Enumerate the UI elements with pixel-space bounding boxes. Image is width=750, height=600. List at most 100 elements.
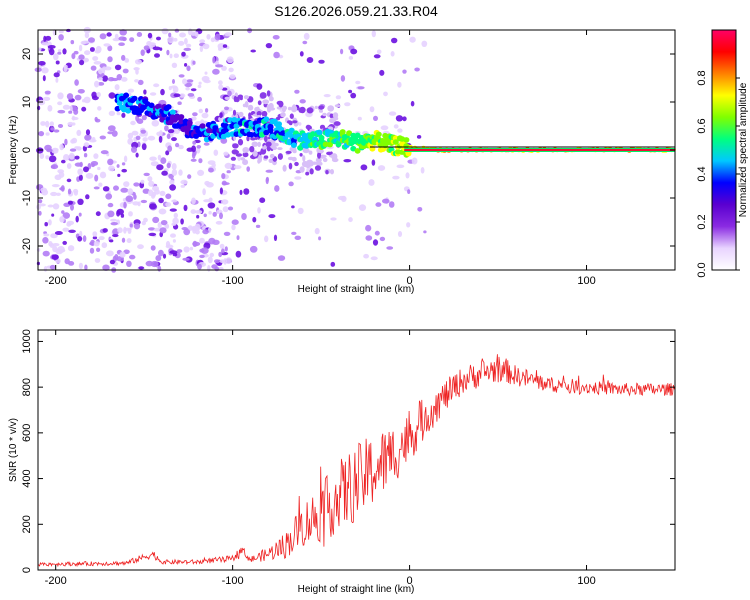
spectrogram-cell [74, 94, 82, 101]
spectrogram-cell [277, 147, 283, 151]
spectrogram-cell [120, 187, 129, 193]
spectrogram-cell [383, 91, 388, 97]
spectrogram-cell [329, 113, 334, 119]
spectrogram-cell [238, 111, 244, 118]
spectrogram-cell [268, 107, 276, 111]
spectrogram-x-label: Height of straight line (km) [298, 284, 415, 295]
spectrogram-cell [264, 235, 269, 243]
spectrogram-cell [152, 216, 160, 224]
spectrogram-cell [291, 231, 297, 235]
spectrogram-cell [83, 142, 90, 148]
spectrogram-cell [57, 101, 63, 106]
spectrogram-cell [372, 239, 379, 246]
spectrogram-cell [143, 45, 150, 51]
spectrogram-cell [141, 115, 147, 121]
spectrogram-cell [49, 121, 54, 127]
spectrogram-cell [66, 222, 72, 227]
spectrogram-cell [190, 158, 197, 162]
spectrogram-cell [340, 48, 344, 55]
spectrogram-cell [74, 79, 79, 86]
spectrogram-ridge-cell [263, 116, 270, 122]
spectrogram-cell [235, 97, 240, 101]
spectrogram-cell [255, 224, 261, 228]
spectrogram-cell [169, 53, 173, 59]
spectrogram-cell [291, 156, 297, 162]
spectrogram-cell [121, 168, 127, 173]
spectrogram-cell [103, 43, 111, 47]
spectrogram-cell [325, 170, 329, 175]
spectrogram-cell [287, 106, 292, 111]
spectrogram-cell [392, 175, 400, 180]
spectrogram-cell [147, 135, 156, 141]
colorbar-frame [711, 29, 737, 271]
spectrogram-cell [114, 84, 120, 91]
spectrogram-cell [160, 88, 165, 96]
spectrogram-cell [393, 124, 399, 129]
spectrogram-ridge-cell [403, 137, 410, 143]
spectrogram-cell [143, 172, 150, 177]
spectrogram-cell [107, 131, 113, 135]
spectrogram-cell [118, 42, 125, 46]
spectrogram-cell [217, 43, 226, 50]
spectrogram-cell [348, 217, 353, 223]
spectrogram-cell [197, 263, 202, 270]
spectrogram-cell [379, 69, 385, 76]
spectrogram-cell [69, 105, 73, 113]
spectrogram-cell [198, 158, 203, 164]
spectrogram-cell [166, 49, 170, 56]
spectrogram-cell [168, 173, 174, 179]
spectrogram-cell [417, 207, 423, 212]
spectrogram-cell [242, 147, 250, 153]
snr-background [38, 330, 675, 570]
spectrogram-cell [236, 235, 240, 241]
spectrogram-cell [41, 42, 50, 46]
spectrogram-cell [155, 255, 162, 262]
spectrogram-cell [62, 154, 70, 161]
spectrogram-cell [111, 77, 119, 82]
spectrogram-cell [107, 56, 113, 63]
spectrogram-cell [208, 210, 212, 215]
spectrogram-ridge-cell [148, 102, 155, 109]
spectrogram-cell [289, 113, 294, 119]
spectrogram-cell [172, 252, 178, 257]
spectrogram-cell [52, 147, 59, 152]
spectrogram-cell [239, 189, 243, 195]
spectrogram-cell [62, 240, 67, 245]
spectrogram-cell [218, 84, 224, 91]
colorbar-label: Normalized spectral amplitude [738, 82, 749, 217]
spectrogram-cell [240, 157, 245, 161]
spectrogram-cell [190, 88, 197, 92]
spectrogram-cell [88, 37, 95, 43]
spectrogram-cell [365, 235, 373, 241]
spectrogram-cell [125, 195, 134, 202]
colorbar: 0.0 0.2 0.4 0.6 0.8 Normalized spectral ampl… [696, 29, 749, 278]
spectrogram-cell [171, 163, 177, 170]
spectrogram-cell [205, 108, 209, 113]
spectrogram-cell [83, 153, 88, 158]
spectrogram-cell [396, 164, 405, 169]
spectrogram-cell [407, 189, 411, 195]
spectrogram-cell [187, 93, 195, 97]
spectrogram-cell [224, 32, 233, 37]
spectrogram-cell [44, 90, 51, 95]
spectrogram-cell [85, 129, 91, 136]
spectrogram-cell [123, 155, 128, 163]
spectrogram-cell [91, 163, 95, 168]
spectrogram-cell [185, 87, 190, 91]
spectrogram-cell [257, 207, 261, 214]
spectrogram-cell [215, 220, 223, 225]
spectrogram-cell [170, 133, 174, 137]
spectrogram-ridge-cell [155, 103, 161, 110]
spectrogram-cell [317, 152, 322, 159]
spectrogram-cell [52, 243, 60, 247]
snr-x-tick-label: -100 [222, 575, 244, 587]
spectrogram-cell [191, 197, 196, 205]
spectrogram-cell [274, 185, 280, 192]
spectrogram-cell [143, 89, 147, 95]
spectrogram-cell [192, 112, 198, 117]
spectrogram-cell [127, 228, 132, 234]
spectrogram-cell [44, 144, 52, 151]
spectrogram-cell [218, 251, 223, 258]
spectrogram-cell [38, 47, 42, 51]
spectrogram-y-label: Frequency (Hz) [8, 116, 19, 185]
